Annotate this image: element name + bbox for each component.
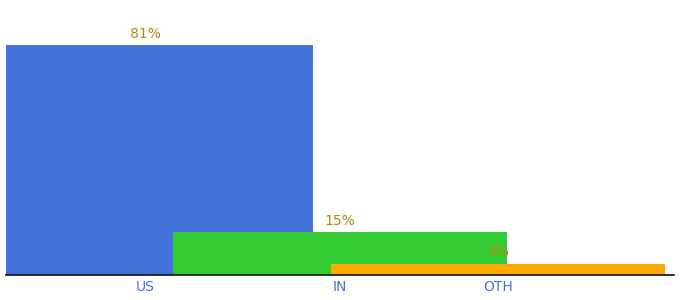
Bar [173, 232, 507, 275]
Bar [0, 45, 313, 275]
Text: 81%: 81% [130, 27, 161, 41]
Text: 4%: 4% [487, 245, 509, 259]
Bar [331, 263, 665, 275]
Text: 15%: 15% [324, 214, 356, 228]
